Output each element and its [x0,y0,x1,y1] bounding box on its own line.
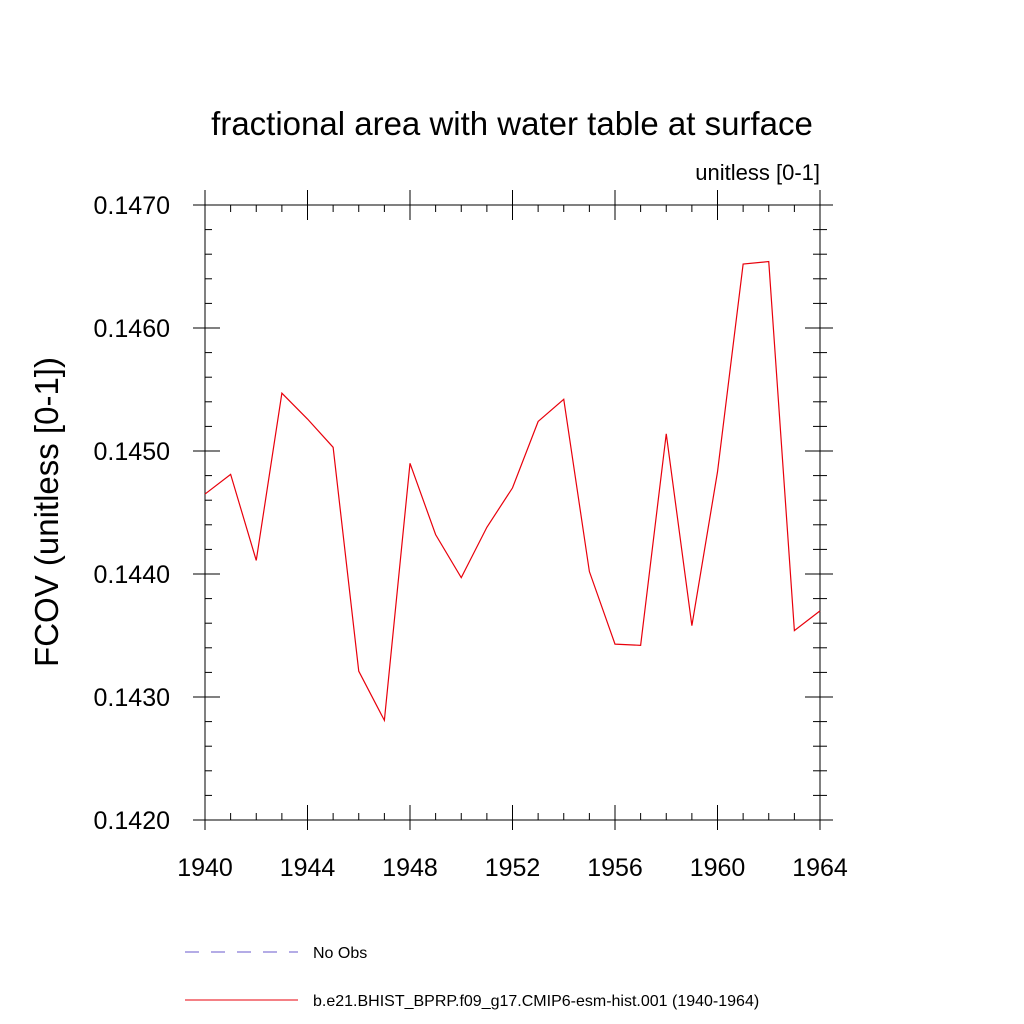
y-tick-label: 0.1440 [94,561,170,589]
x-tick-label: 1952 [485,854,541,882]
x-tick-label: 1944 [280,854,336,882]
y-tick-label: 0.1470 [94,192,170,220]
series-line-0 [204,260,821,723]
y-axis-label: FCOV (unitless [0-1]) [28,357,65,667]
x-tick-label: 1940 [177,854,233,882]
y-tick-label: 0.1460 [94,315,170,343]
x-tick-label: 1956 [587,854,643,882]
legend-label-0: No Obs [313,945,367,962]
chart-subtitle: unitless [0-1] [695,160,820,185]
x-tick-label: 1948 [382,854,438,882]
y-tick-label: 0.1450 [94,438,170,466]
x-tick-label: 1960 [690,854,746,882]
y-tick-label: 0.1430 [94,684,170,712]
legend-label-1: b.e21.BHIST_BPRP.f09_g17.CMIP6-esm-hist.… [313,993,759,1010]
plot-frame [204,204,821,821]
y-tick-label: 0.1420 [94,807,170,835]
legend: No Obs b.e21.BHIST_BPRP.f09_g17.CMIP6-esm… [185,945,759,1010]
chart-title: fractional area with water table at surf… [211,105,813,142]
axes: 1940 1944 1948 1952 1956 1960 1964 0.1420 0.1430… [94,190,848,882]
x-tick-label: 1964 [792,854,848,882]
plot-area [204,260,821,723]
